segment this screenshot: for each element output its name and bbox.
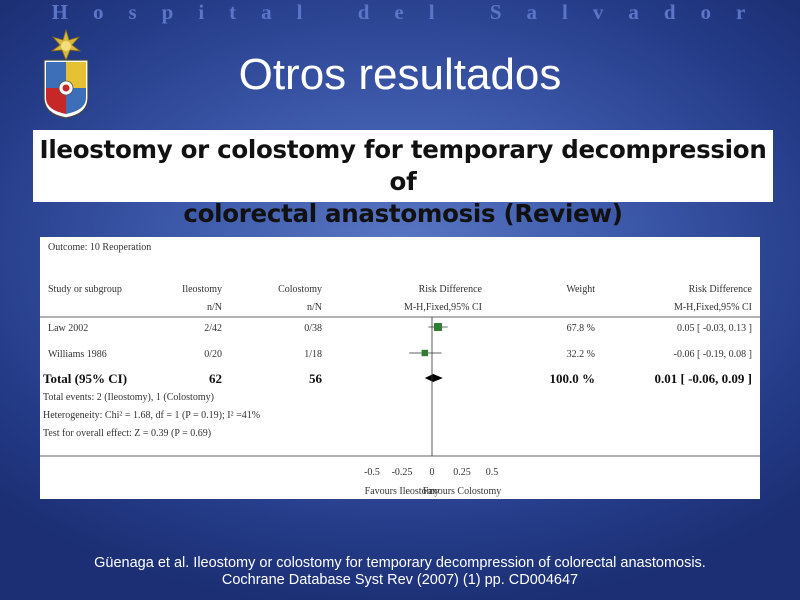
total-colostomy: 56 [309,371,323,386]
citation: Güenaga et al. Ileostomy or colostomy fo… [0,555,800,589]
x-tick-label: 0.25 [453,467,471,478]
study-ileostomy: 0/20 [204,349,222,360]
citation-line2: Cochrane Database Syst Rev (2007) (1) pp… [221,572,579,588]
study-weight: 67.8 % [567,323,595,334]
note-overall-effect: Test for overall effect: Z = 0.39 (P = 0… [43,428,211,439]
note-heterogeneity: Heterogeneity: Chi² = 1.68, df = 1 (P = … [43,410,260,421]
forest-plot: Outcome: 10 Reoperation Study or subgrou… [40,242,760,497]
citation-line1: Güenaga et al. Ileostomy or colostomy fo… [94,555,706,571]
shield-icon [43,59,89,119]
total-label: Total (95% CI) [43,371,127,386]
study-row: Law 2002 2/42 0/38 67.8 % 0.05 [ -0.03, 0.13… [48,323,752,334]
col-ileostomy-sub: n/N [207,302,222,313]
study-weight: 32.2 % [567,349,595,360]
total-effect: 0.01 [ -0.06, 0.09 ] [655,371,753,386]
x-tick-label: 0 [430,467,435,478]
study-name: Law 2002 [48,323,88,334]
total-row: Total (95% CI) 62 56 100.0 % 0.01 [ -0.06, 0… [43,371,752,386]
col-colostomy-sub: n/N [307,302,322,313]
col-weight-header: Weight [566,284,595,295]
forest-plot-panel: Outcome: 10 Reoperation Study or subgrou… [40,237,760,499]
total-ileostomy: 62 [209,371,222,386]
total-diamond [424,374,443,382]
study-point-estimate [421,349,429,357]
col-effect-sub: M-H,Fixed,95% CI [674,302,752,313]
study-row: Williams 1986 0/20 1/18 32.2 % -0.06 [ -0.19… [48,349,752,360]
study-effect: -0.06 [ -0.19, 0.08 ] [674,349,752,360]
slide-title: Otros resultados [238,50,562,99]
x-tick-label: -0.5 [364,467,380,478]
x-tick-label: 0.5 [486,467,499,478]
review-title-banner: Ileostomy or colostomy for temporary dec… [33,130,773,228]
study-ileostomy: 2/42 [204,323,222,334]
university-crest-logo [43,28,89,119]
col-plot-sub: M-H,Fixed,95% CI [404,302,482,313]
col-effect-header: Risk Difference [689,284,753,295]
total-weight: 100.0 % [550,371,596,386]
study-effect: 0.05 [ -0.03, 0.13 ] [677,323,752,334]
hospital-name: Hospital del Salvador [51,0,771,24]
col-study-header: Study or subgroup [48,284,122,295]
review-title-line1: Ileostomy or colostomy for temporary dec… [39,135,767,196]
x-tick-label: -0.25 [392,467,413,478]
favours-right-label: Favours Colostomy [423,486,502,497]
study-point-estimate [434,323,442,331]
favours-left-label: Favours Ileostomy [365,486,440,497]
review-title-line2: colorectal anastomosis (Review) [183,199,623,228]
study-colostomy: 1/18 [304,349,322,360]
study-name: Williams 1986 [48,349,107,360]
outcome-label: Outcome: 10 Reoperation [48,242,151,253]
col-plot-header: Risk Difference [419,284,483,295]
col-ileostomy-header: Ileostomy [182,284,222,295]
note-total-events: Total events: 2 (Ileostomy), 1 (Colostom… [43,392,214,403]
col-colostomy-header: Colostomy [278,284,322,295]
study-colostomy: 0/38 [304,323,322,334]
